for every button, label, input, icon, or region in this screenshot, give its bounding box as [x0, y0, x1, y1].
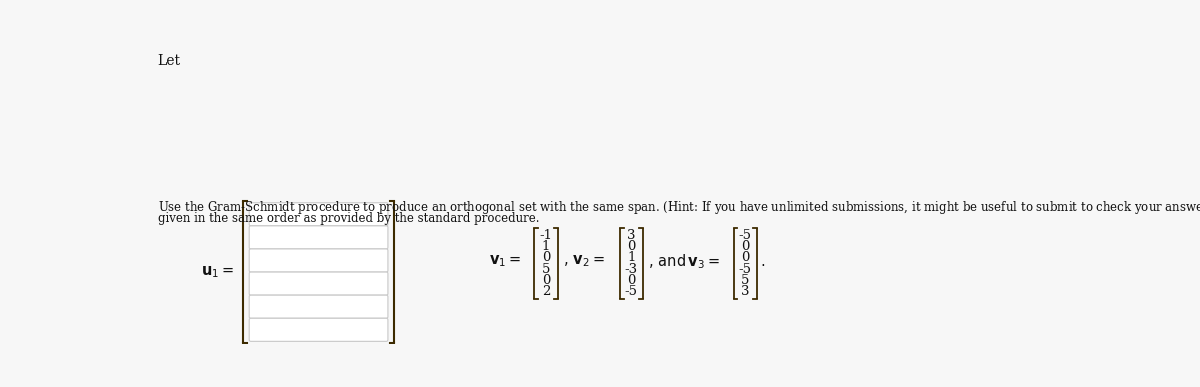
Text: -5: -5	[739, 263, 751, 276]
Text: 3: 3	[740, 285, 750, 298]
Text: $\mathbf{v}_1 =$: $\mathbf{v}_1 =$	[490, 253, 521, 269]
Text: 1: 1	[628, 252, 636, 264]
Text: $\mathbf{u}_1 =$: $\mathbf{u}_1 =$	[200, 264, 234, 280]
Text: 0: 0	[628, 240, 636, 253]
Text: 0: 0	[542, 252, 551, 264]
Text: 0: 0	[542, 274, 551, 287]
Text: 3: 3	[628, 229, 636, 242]
Text: 2: 2	[542, 285, 551, 298]
Text: 5: 5	[542, 263, 551, 276]
Text: 0: 0	[742, 240, 749, 253]
Text: 0: 0	[742, 252, 749, 264]
Text: Let: Let	[157, 54, 181, 68]
FancyBboxPatch shape	[250, 203, 388, 226]
Text: -5: -5	[739, 229, 751, 242]
Text: $,\,\text{and}\,\mathbf{v}_3 =$: $,\,\text{and}\,\mathbf{v}_3 =$	[648, 252, 720, 271]
Text: -5: -5	[625, 285, 637, 298]
FancyBboxPatch shape	[250, 318, 388, 341]
Text: -3: -3	[625, 263, 638, 276]
FancyBboxPatch shape	[250, 295, 388, 318]
FancyBboxPatch shape	[250, 226, 388, 249]
Text: given in the same order as provided by the standard procedure.: given in the same order as provided by t…	[157, 212, 539, 225]
Text: 0: 0	[628, 274, 636, 287]
Text: $,\,\mathbf{v}_2 =$: $,\,\mathbf{v}_2 =$	[563, 253, 605, 269]
Text: $.$: $.$	[760, 254, 766, 269]
Text: 5: 5	[742, 274, 749, 287]
Text: Use the Gram-Schmidt procedure to produce an orthogonal set with the same span. : Use the Gram-Schmidt procedure to produc…	[157, 200, 1200, 218]
Text: 1: 1	[542, 240, 551, 253]
Text: -1: -1	[540, 229, 552, 242]
FancyBboxPatch shape	[250, 272, 388, 295]
FancyBboxPatch shape	[250, 249, 388, 272]
